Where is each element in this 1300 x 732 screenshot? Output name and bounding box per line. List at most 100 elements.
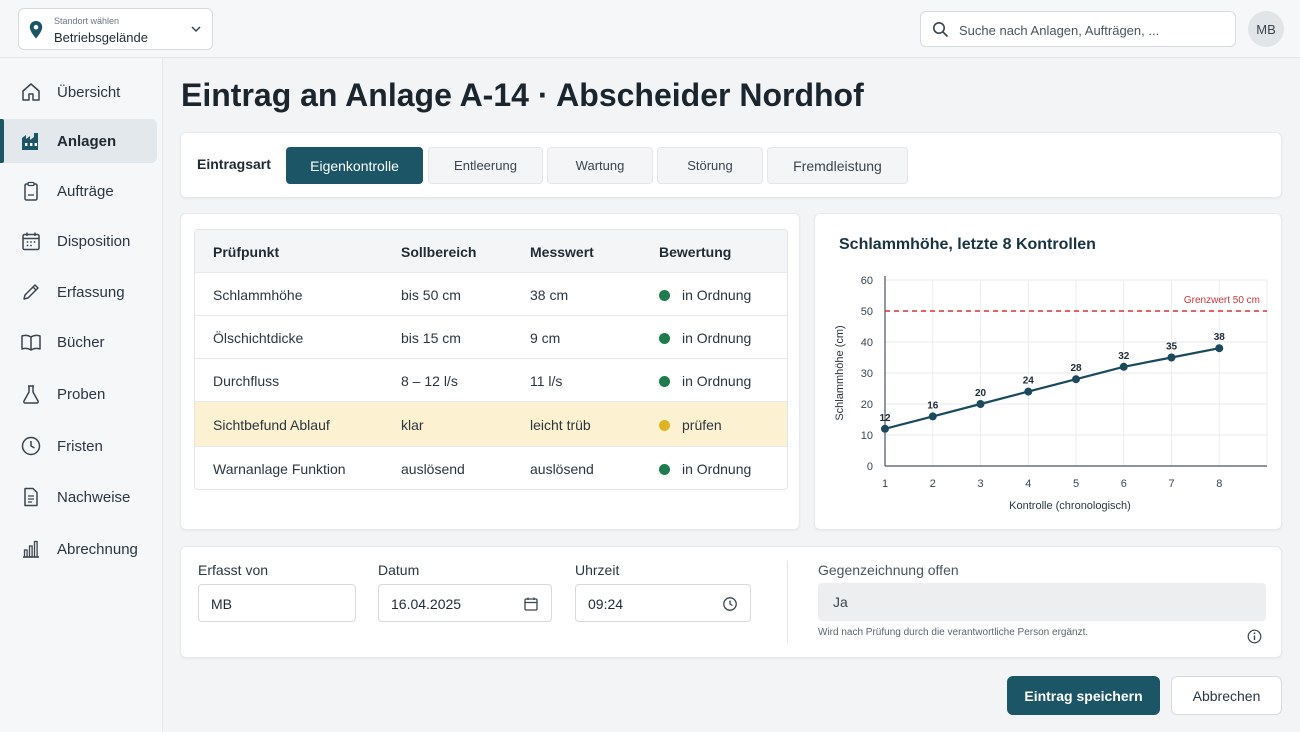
cancel-button[interactable]: Abbrechen <box>1171 676 1282 715</box>
tab-entleerung[interactable]: Entleerung <box>428 147 543 184</box>
cell-point: Sichtbefund Ablauf <box>213 417 330 433</box>
sidebar-item-label: Abrechnung <box>57 540 138 558</box>
cell-value: 11 l/s <box>530 373 563 389</box>
inspection-table: Prüfpunkt Sollbereich Messwert Bewertung… <box>194 229 788 490</box>
cell-target: bis 50 cm <box>401 287 461 303</box>
calendar-icon <box>22 232 40 251</box>
sidebar-item-uebersicht[interactable]: Übersicht <box>0 70 157 114</box>
sidebar-item-fristen[interactable]: Fristen <box>0 424 157 468</box>
sidebar-item-anlagen[interactable]: Anlagen <box>0 119 157 163</box>
calendar-icon[interactable] <box>523 596 539 612</box>
book-icon <box>21 334 41 351</box>
search-icon <box>933 22 949 38</box>
tab-stoerung[interactable]: Störung <box>657 147 763 184</box>
tab-fremdleistung[interactable]: Fremdleistung <box>767 147 908 184</box>
x-tick-label: 8 <box>1216 478 1222 490</box>
sidebar-item-nachweise[interactable]: Nachweise <box>0 475 157 519</box>
sidebar-item-label: Anlagen <box>57 132 117 150</box>
data-label: 28 <box>1070 363 1082 374</box>
cell-value: auslösend <box>530 461 594 477</box>
top-bar: Standort wählen Betriebsgelände Suche na… <box>0 0 1300 58</box>
data-point <box>1072 375 1080 384</box>
sidebar-item-label: Erfassung <box>57 283 125 301</box>
x-tick-label: 3 <box>977 478 983 490</box>
cell-rating: in Ordnung <box>682 373 752 389</box>
table-row[interactable]: Warnanlage Funktion auslösend auslösend … <box>195 446 787 489</box>
entry-type-label: Eintragsart <box>197 156 271 172</box>
data-point <box>1024 387 1033 396</box>
cell-rating: in Ordnung <box>682 287 752 303</box>
sidebar-item-abrechnung[interactable]: Abrechnung <box>0 527 157 571</box>
captured-by-field[interactable]: MB <box>198 584 356 622</box>
location-selector[interactable]: Standort wählen Betriebsgelände <box>18 8 213 50</box>
cell-target: auslösend <box>401 461 465 477</box>
cell-point: Schlammhöhe <box>213 287 303 303</box>
tab-eigenkontrolle[interactable]: Eigenkontrolle <box>286 147 423 184</box>
x-tick-label: 4 <box>1025 478 1031 490</box>
time-field[interactable]: 09:24 <box>575 584 751 622</box>
countersign-field: Ja <box>818 583 1266 621</box>
cell-point: Ölschichtdicke <box>213 330 304 346</box>
data-point <box>1215 344 1224 353</box>
countersign-label: Gegenzeichnung offen <box>818 562 959 578</box>
column-header: Sollbereich <box>401 244 477 260</box>
info-icon[interactable] <box>1247 629 1262 644</box>
date-field[interactable]: 16.04.2025 <box>378 584 552 622</box>
cell-value: 38 cm <box>530 287 569 303</box>
threshold-label: Grenzwert 50 cm <box>1184 295 1260 306</box>
cell-point: Warnanlage Funktion <box>213 461 346 477</box>
column-header: Prüfpunkt <box>213 244 280 260</box>
divider <box>787 561 788 643</box>
status-dot <box>659 417 680 433</box>
sidebar-item-erfassung[interactable]: Erfassung <box>0 270 157 314</box>
sidebar-item-auftraege[interactable]: Aufträge <box>0 169 157 213</box>
data-label: 35 <box>1166 342 1178 353</box>
data-label: 24 <box>1023 376 1035 387</box>
data-point <box>881 424 889 433</box>
pencil-icon <box>23 284 39 300</box>
series-line <box>884 347 1220 430</box>
table-row[interactable]: Ölschichtdicke bis 15 cm 9 cm in Ordnung <box>195 315 787 358</box>
inspection-table-card: Prüfpunkt Sollbereich Messwert Bewertung… <box>180 213 800 530</box>
location-value: Betriebsgelände <box>54 30 148 45</box>
chart-title: Schlammhöhe, letzte 8 Kontrollen <box>839 236 1096 253</box>
cell-rating: in Ordnung <box>682 330 752 346</box>
search-input[interactable]: Suche nach Anlagen, Aufträgen, ... <box>920 11 1236 47</box>
data-point <box>928 412 937 421</box>
chevron-down-icon <box>191 26 201 33</box>
data-point <box>1167 353 1176 362</box>
table-row[interactable]: Schlammhöhe bis 50 cm 38 cm in Ordnung <box>195 272 787 315</box>
countersign-value: Ja <box>833 594 848 610</box>
date-value: 16.04.2025 <box>391 596 462 612</box>
tab-wartung[interactable]: Wartung <box>547 147 653 184</box>
table-row[interactable]: Durchfluss 8 – 12 l/s 11 l/s in Ordnung <box>195 358 787 401</box>
column-header: Bewertung <box>659 244 732 260</box>
page-title: Eintrag an Anlage A-14 · Abscheider Nord… <box>181 77 864 113</box>
save-entry-button[interactable]: Eintrag speichern <box>1007 676 1160 715</box>
sidebar-item-label: Bücher <box>57 333 105 351</box>
status-dot <box>659 330 680 346</box>
sidebar-item-proben[interactable]: Proben <box>0 372 157 416</box>
x-tick-label: 6 <box>1121 478 1127 490</box>
table-row-highlighted[interactable]: Sichtbefund Ablauf klar leicht trüb prüf… <box>195 401 787 446</box>
sidebar-item-label: Fristen <box>57 437 103 455</box>
x-tick-label: 1 <box>882 478 888 490</box>
cell-rating: prüfen <box>682 417 722 433</box>
cell-rating: in Ordnung <box>682 461 752 477</box>
location-caption: Standort wählen <box>54 16 120 26</box>
user-avatar[interactable]: MB <box>1248 11 1284 47</box>
bar-chart-icon <box>23 540 39 558</box>
clock-icon[interactable] <box>722 596 738 612</box>
entry-type-card: Eintragsart Eigenkontrolle Entleerung Wa… <box>180 132 1282 198</box>
sidebar-item-label: Nachweise <box>57 488 131 506</box>
sidebar-item-disposition[interactable]: Disposition <box>0 219 157 263</box>
data-label: 16 <box>927 400 939 411</box>
sidebar-item-label: Übersicht <box>57 83 121 101</box>
chart-card: Schlammhöhe, letzte 8 Kontrollen 0 10 20 30… <box>814 213 1282 530</box>
status-dot <box>659 287 680 303</box>
data-label: 38 <box>1214 332 1226 343</box>
time-value: 09:24 <box>588 596 624 612</box>
sidebar-item-label: Proben <box>57 385 106 403</box>
sidebar-item-buecher[interactable]: Bücher <box>0 320 157 364</box>
